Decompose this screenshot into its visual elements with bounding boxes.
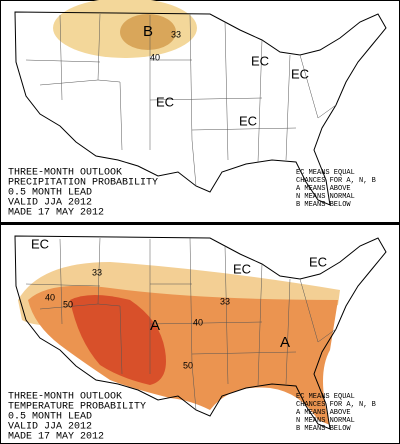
map-label: 50: [183, 360, 193, 370]
caption-line: VALID JJA 2012: [8, 422, 92, 433]
caption-line: TEMPERATURE PROBABILITY: [8, 402, 146, 413]
legend-line: N MEANS NORMAL: [296, 417, 355, 425]
legend-line: EC MEANS EQUAL: [296, 169, 355, 177]
below-40: [120, 14, 176, 50]
legend-line: A MEANS ABOVE: [296, 409, 351, 417]
caption-line: MADE 17 MAY 2012: [8, 432, 104, 443]
map-label: EC: [309, 254, 327, 269]
above-50: [70, 295, 166, 385]
caption-line: THREE-MONTH OUTLOOK: [8, 168, 122, 179]
map-label: B: [143, 23, 153, 40]
legend-line: EC MEANS EQUAL: [296, 393, 355, 401]
map-label: 40: [193, 317, 203, 327]
caption-line: 0.5 MONTH LEAD: [8, 412, 92, 423]
map-label: EC: [31, 236, 49, 251]
map-label: 50: [63, 299, 73, 309]
legend-line: B MEANS BELOW: [296, 201, 351, 209]
map-label: A: [280, 334, 290, 351]
caption-line: THREE-MONTH OUTLOOK: [8, 392, 122, 403]
legend-line: A MEANS ABOVE: [296, 185, 351, 193]
map-label: 33: [171, 29, 181, 39]
legend-line: CHANCES FOR A, N, B: [296, 177, 376, 185]
caption-line: MADE 17 MAY 2012: [8, 208, 104, 219]
map-label: 40: [150, 52, 160, 62]
map-label: EC: [156, 94, 174, 109]
map-label: EC: [233, 261, 251, 276]
map-label: 33: [220, 296, 230, 306]
map-label: 33: [92, 267, 102, 277]
map-label: EC: [239, 113, 257, 128]
map-label: A: [150, 317, 160, 334]
legend-line: CHANCES FOR A, N, B: [296, 401, 376, 409]
legend-line: N MEANS NORMAL: [296, 193, 355, 201]
caption-line: VALID JJA 2012: [8, 198, 92, 209]
map-label: EC: [291, 66, 309, 81]
legend-line: B MEANS BELOW: [296, 425, 351, 433]
caption-line: 0.5 MONTH LEAD: [8, 188, 92, 199]
map-label: 40: [45, 292, 55, 302]
caption-line: PRECIPITATION PROBABILITY: [8, 178, 158, 189]
map-label: EC: [251, 53, 269, 68]
